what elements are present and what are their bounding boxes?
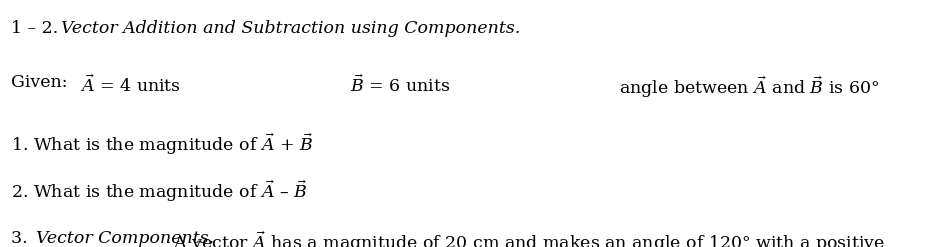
Text: Given:: Given: — [11, 74, 68, 91]
Text: 2. What is the magnitude of $\vec{A}$ – $\vec{B}$: 2. What is the magnitude of $\vec{A}$ – … — [11, 178, 308, 204]
Text: 1 – 2.: 1 – 2. — [11, 20, 64, 37]
Text: 3.: 3. — [11, 230, 33, 247]
Text: $\vec{A}$ = 4 units: $\vec{A}$ = 4 units — [80, 74, 181, 96]
Text: Vector Components.: Vector Components. — [36, 230, 213, 247]
Text: 1. What is the magnitude of $\vec{A}$ + $\vec{B}$: 1. What is the magnitude of $\vec{A}$ + … — [11, 131, 313, 157]
Text: Vector Addition and Subtraction using Components.: Vector Addition and Subtraction using Co… — [61, 20, 520, 37]
Text: $\vec{B}$ = 6 units: $\vec{B}$ = 6 units — [349, 74, 449, 96]
Text: A vector $\vec{A}$ has a magnitude of 20 cm and makes an angle of 120° with a po: A vector $\vec{A}$ has a magnitude of 20… — [168, 230, 885, 247]
Text: angle between $\vec{A}$ and $\vec{B}$ is 60°: angle between $\vec{A}$ and $\vec{B}$ is… — [618, 74, 878, 100]
